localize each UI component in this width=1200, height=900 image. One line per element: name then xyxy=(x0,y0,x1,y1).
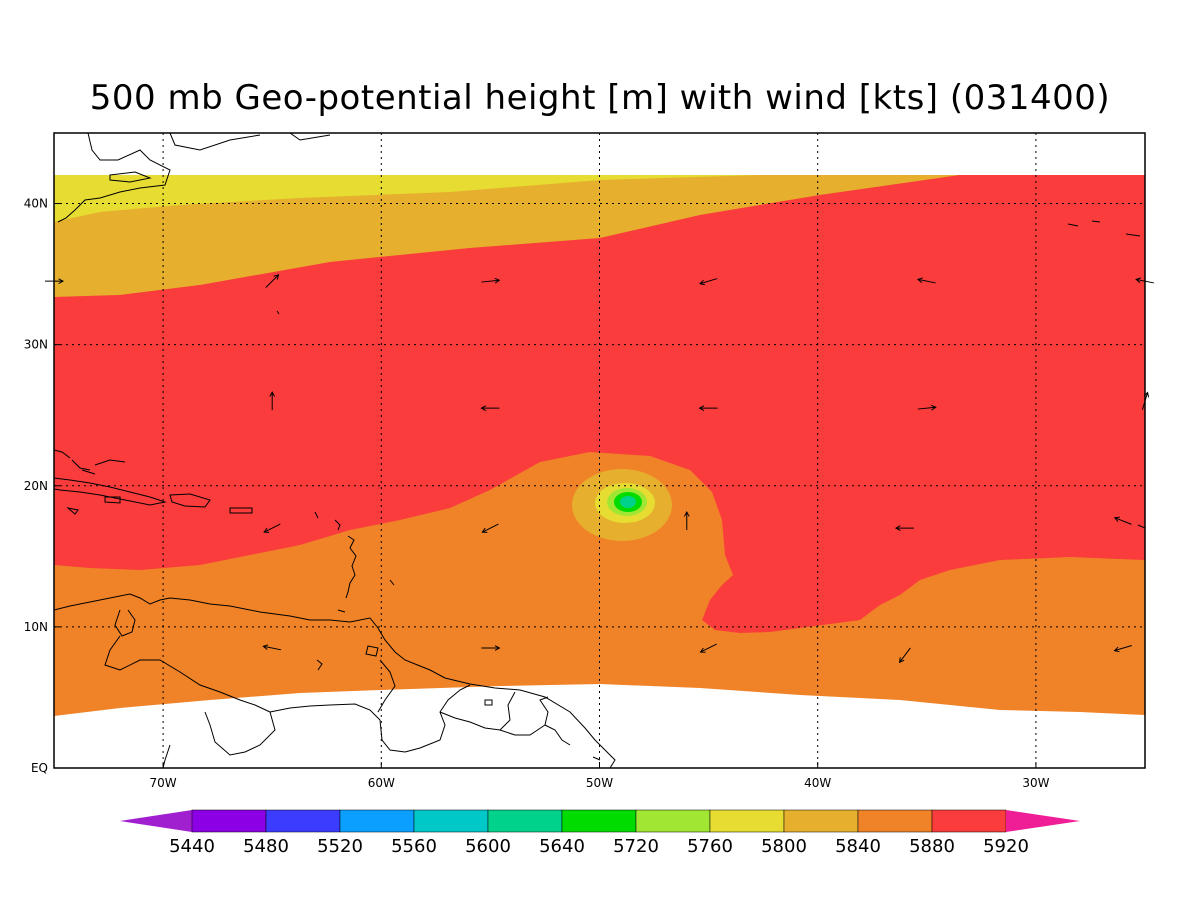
colorbar-label: 5920 xyxy=(983,836,1029,857)
colorbar: 5440 5480 5520 5560 5600 5640 5720 5760 5800 5840… xyxy=(120,809,1080,857)
wind-arrow xyxy=(683,511,690,531)
colorbar-swatch xyxy=(561,809,637,833)
y-tick-label: 40N xyxy=(24,197,48,211)
colorbar-swatch xyxy=(339,809,415,833)
colorbar-swatch xyxy=(413,809,489,833)
wind-vectors xyxy=(45,274,1154,664)
x-tick-label: 70W xyxy=(150,776,177,790)
wind-arrow xyxy=(894,525,914,531)
wind-arrow xyxy=(265,274,280,288)
colorbar-label: 5800 xyxy=(761,836,807,857)
wind-arrow xyxy=(898,647,911,664)
y-tick-label: 10N xyxy=(24,620,48,634)
contour-fill-layer xyxy=(54,133,1145,768)
wind-arrow xyxy=(481,523,499,533)
colorbar-swatch xyxy=(265,809,341,833)
wind-arrow xyxy=(481,645,501,651)
contour-5640-ring xyxy=(620,496,636,508)
coastlines xyxy=(54,133,1145,768)
axes: 70W 60W 50W 40W 30W EQ 10N 20N 30N 40N xyxy=(24,197,1050,790)
wind-arrow xyxy=(698,405,718,412)
colorbar-swatch xyxy=(857,809,933,833)
contour-5840-region xyxy=(54,175,960,297)
x-tick-label: 30W xyxy=(1022,776,1049,790)
x-tick-label: 50W xyxy=(586,776,613,790)
wind-arrow xyxy=(269,391,276,411)
map-title: 500 mb Geo-potential height [m] with win… xyxy=(89,78,1111,118)
y-tick-label: 20N xyxy=(24,479,48,493)
contour-5800-region xyxy=(54,175,760,222)
wind-arrow xyxy=(480,405,500,412)
colorbar-label: 5480 xyxy=(243,836,289,857)
x-tick-label: 40W xyxy=(804,776,831,790)
wind-arrow xyxy=(262,644,282,651)
colorbar-label: 5840 xyxy=(835,836,881,857)
colorbar-label: 5440 xyxy=(169,836,215,857)
wind-arrow xyxy=(263,523,281,533)
y-tick-label: EQ xyxy=(31,761,48,775)
wind-arrow xyxy=(1113,516,1132,525)
x-tick-label: 60W xyxy=(368,776,395,790)
wind-arrow xyxy=(916,277,936,284)
colorbar-swatch xyxy=(487,809,563,833)
colorbar-swatch xyxy=(931,809,1007,833)
colorbar-label: 5640 xyxy=(539,836,585,857)
colorbar-label: 5560 xyxy=(391,836,437,857)
colorbar-label: 5720 xyxy=(613,836,659,857)
colorbar-high-arrow xyxy=(1006,810,1080,832)
wind-arrow xyxy=(481,277,501,284)
colorbar-swatch xyxy=(635,809,711,833)
colorbar-label: 5600 xyxy=(465,836,511,857)
colorbar-swatch xyxy=(191,809,267,833)
wind-arrow xyxy=(698,278,718,286)
colorbar-label: 5760 xyxy=(687,836,733,857)
colorbar-low-arrow xyxy=(120,810,192,832)
colorbar-swatch xyxy=(709,809,785,833)
colorbar-label: 5520 xyxy=(317,836,363,857)
wind-arrow xyxy=(699,643,717,653)
wind-arrow xyxy=(917,404,937,411)
colorbar-label: 5880 xyxy=(909,836,955,857)
wind-arrow xyxy=(1113,644,1132,653)
y-tick-label: 30N xyxy=(24,338,48,352)
colorbar-swatch xyxy=(783,809,859,833)
